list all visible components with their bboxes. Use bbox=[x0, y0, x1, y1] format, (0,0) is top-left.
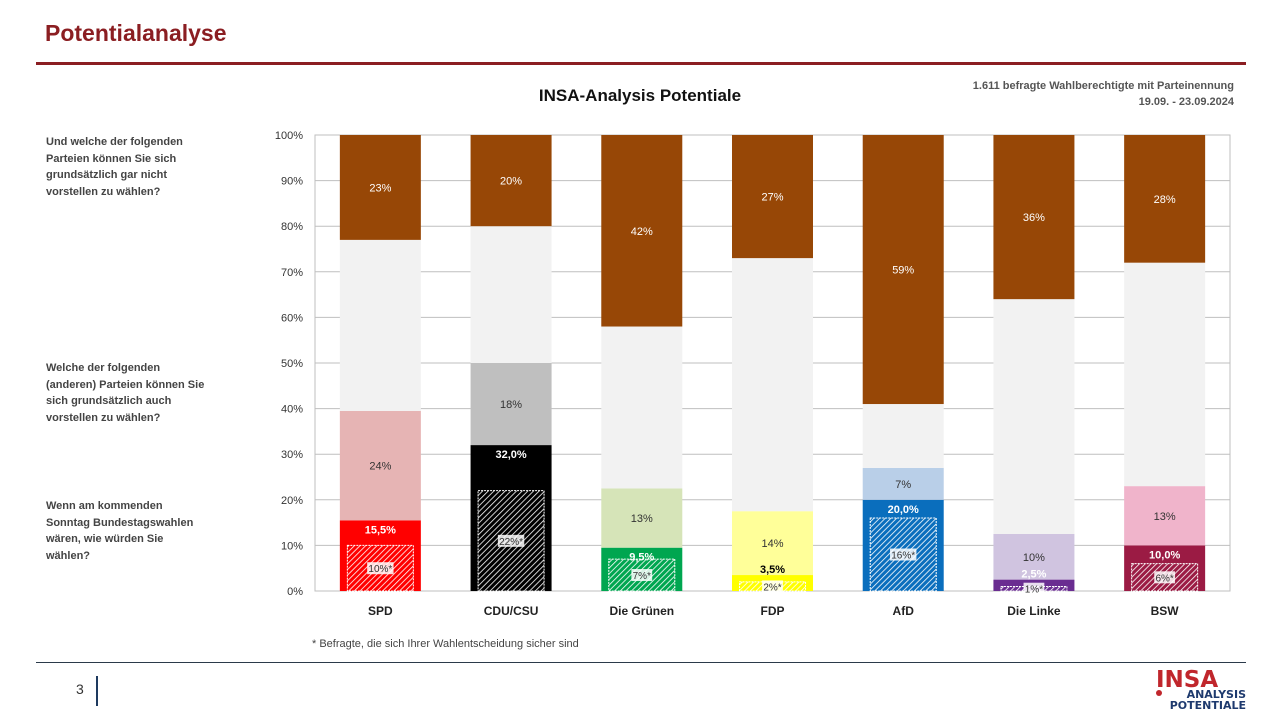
x-tick-label: Die Linke bbox=[1007, 604, 1061, 618]
y-tick-label: 100% bbox=[275, 130, 303, 142]
bar-segment-also bbox=[993, 534, 1075, 580]
data-label: 10% bbox=[1023, 552, 1045, 564]
x-tick-label: CDU/CSU bbox=[484, 604, 539, 618]
bar-segment-remaining bbox=[732, 258, 813, 512]
data-label: 13% bbox=[1154, 511, 1176, 523]
bar-segment-remaining bbox=[862, 404, 944, 468]
data-label: 15,5% bbox=[365, 524, 396, 536]
data-label: 24% bbox=[369, 461, 391, 473]
data-label: 2,5% bbox=[1021, 569, 1046, 581]
bar-segment-not bbox=[339, 135, 421, 240]
bar-segment-not bbox=[862, 135, 944, 405]
survey-period-text: 19.09. - 23.09.2024 bbox=[1138, 96, 1234, 108]
page-number: 3 bbox=[76, 681, 84, 697]
bar-segment-remaining bbox=[339, 239, 421, 411]
x-tick-label: BSW bbox=[1151, 604, 1180, 618]
x-tick-label: SPD bbox=[368, 604, 393, 618]
sure-voters-label: 16%* bbox=[891, 551, 915, 562]
y-tick-label: 40% bbox=[281, 404, 303, 416]
y-tick-label: 90% bbox=[281, 176, 303, 188]
bar-segment-also bbox=[1124, 486, 1206, 546]
sure-label-bg bbox=[762, 580, 783, 593]
sample-size-text: 1.611 befragte Wahlberechtigte mit Parte… bbox=[972, 80, 1234, 92]
bar-segment-also bbox=[339, 410, 421, 521]
logo-wordmark: INSA bbox=[1156, 667, 1219, 693]
sample-info: 1.611 befragte Wahlberechtigte mit Parte… bbox=[973, 78, 1234, 110]
data-label: 18% bbox=[500, 399, 522, 411]
bar-segment-not bbox=[1124, 135, 1206, 263]
sure-label-bg bbox=[631, 569, 653, 582]
sure-label-bg bbox=[497, 534, 525, 547]
bar-segment-remaining bbox=[993, 299, 1075, 534]
bar-segment-not bbox=[993, 135, 1075, 300]
data-label: 14% bbox=[761, 538, 783, 550]
bar-segment-not bbox=[470, 135, 552, 227]
y-tick-label: 80% bbox=[281, 221, 303, 233]
sure-label-bg bbox=[367, 562, 394, 575]
data-label: 20% bbox=[500, 176, 522, 188]
y-tick-label: 30% bbox=[281, 449, 303, 461]
question-also-vote: Welche der folgenden (anderen) Parteien … bbox=[46, 362, 205, 424]
logo-line-1: ANALYSIS bbox=[1186, 688, 1246, 701]
bar-segment-not bbox=[732, 135, 813, 259]
bar-segment-also bbox=[732, 511, 813, 576]
bar-segment-remaining bbox=[601, 326, 683, 489]
sure-voters-label: 22%* bbox=[499, 537, 523, 548]
sure-voters-label: 10%* bbox=[368, 564, 392, 575]
y-tick-label: 0% bbox=[287, 586, 303, 598]
sure-label-bg bbox=[1023, 582, 1045, 595]
bar-segment-also bbox=[601, 488, 683, 548]
bar-segment-also bbox=[470, 363, 552, 446]
data-label: 13% bbox=[631, 513, 653, 525]
y-tick-label: 50% bbox=[281, 358, 303, 370]
data-label: 20,0% bbox=[888, 504, 919, 516]
data-label: 28% bbox=[1154, 194, 1176, 206]
page-title: Potentialanalyse bbox=[45, 20, 227, 46]
data-label: 3,5% bbox=[760, 564, 785, 576]
sure-voters-label: 7%* bbox=[633, 571, 651, 582]
bar-segment-also bbox=[862, 467, 944, 500]
bar-segment-remaining bbox=[470, 226, 552, 363]
data-label: 27% bbox=[761, 192, 783, 204]
sure-voters-label: 6%* bbox=[1155, 573, 1173, 584]
sure-label-bg bbox=[1154, 571, 1176, 584]
footer-divider bbox=[36, 662, 1246, 663]
data-label: 42% bbox=[631, 226, 653, 238]
data-label: 32,0% bbox=[495, 449, 526, 461]
sure-label-bg bbox=[890, 548, 917, 561]
y-tick-label: 70% bbox=[281, 267, 303, 279]
logo-dot-icon bbox=[1156, 690, 1162, 696]
data-label: 36% bbox=[1023, 212, 1045, 224]
y-tick-label: 20% bbox=[281, 495, 303, 507]
sure-voters-label: 2%* bbox=[763, 582, 781, 593]
y-tick-label: 60% bbox=[281, 312, 303, 324]
logo-line-2: POTENTIALE bbox=[1169, 699, 1246, 712]
footnote: * Befragte, die sich Ihrer Wahlentscheid… bbox=[312, 638, 579, 650]
chart-title: INSA-Analysis Potentiale bbox=[538, 86, 742, 105]
question-vote-intention: Wenn am kommenden Sonntag Bundestagswahl… bbox=[46, 500, 194, 562]
x-tick-label: Die Grünen bbox=[609, 604, 674, 618]
title-divider bbox=[36, 62, 1246, 65]
sure-voters-label: 1%* bbox=[1025, 585, 1043, 596]
bar-segment-remaining bbox=[1124, 262, 1206, 487]
page-number-bar bbox=[96, 676, 98, 706]
data-label: 7% bbox=[895, 479, 911, 491]
y-tick-label: 10% bbox=[281, 540, 303, 552]
x-tick-label: AfD bbox=[893, 604, 915, 618]
data-label: 59% bbox=[892, 265, 914, 277]
data-label: 10,0% bbox=[1149, 549, 1180, 561]
bar-segment-not bbox=[601, 135, 683, 327]
insa-logo: INSA ANALYSIS POTENTIALE bbox=[1150, 667, 1250, 715]
question-not-vote: Und welche der folgenden Parteien können… bbox=[46, 136, 183, 198]
x-tick-label: FDP bbox=[761, 604, 785, 618]
data-label: 9,5% bbox=[629, 552, 654, 564]
data-label: 23% bbox=[369, 182, 391, 194]
